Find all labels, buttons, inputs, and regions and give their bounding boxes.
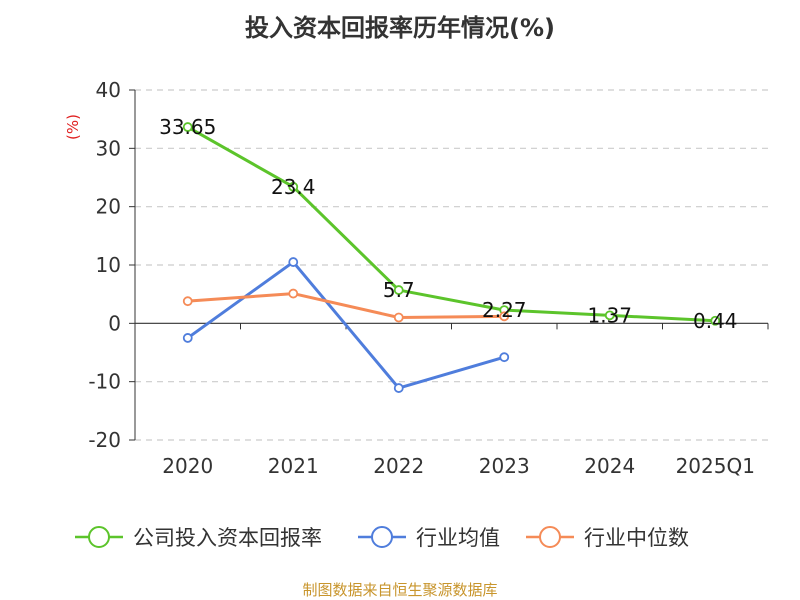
data-label: 33.65 bbox=[159, 115, 216, 139]
legend-marker bbox=[88, 526, 110, 548]
data-label: 0.44 bbox=[693, 309, 738, 333]
data-point bbox=[182, 122, 193, 132]
data-point bbox=[182, 296, 193, 307]
data-label: 5.7 bbox=[383, 278, 415, 302]
data-point bbox=[499, 352, 510, 363]
legend-label: 公司投入资本回报率 bbox=[133, 526, 322, 550]
data-point bbox=[604, 310, 615, 321]
data-point bbox=[288, 181, 299, 192]
data-labels: 33.65 23.4 5.7 2.27 1.37 0.44 bbox=[159, 115, 737, 333]
data-point bbox=[288, 288, 299, 299]
y-tick-label: 20 bbox=[96, 195, 121, 219]
source-note: 制图数据来自恒生聚源数据库 bbox=[302, 581, 498, 599]
legend-marker bbox=[371, 526, 393, 548]
x-tick-label: 2020 bbox=[162, 454, 213, 478]
grid-lines bbox=[135, 89, 768, 441]
legend-label: 行业均值 bbox=[416, 526, 500, 550]
legend: 公司投入资本回报率 行业均值 行业中位数 bbox=[75, 526, 689, 550]
x-tick-label: 2021 bbox=[268, 454, 319, 478]
series-line bbox=[186, 260, 505, 390]
x-tick-label: 2025Q1 bbox=[676, 454, 755, 478]
y-tick-label: -10 bbox=[88, 370, 121, 394]
series-lines bbox=[182, 122, 721, 393]
axes: 40 30 20 10 0 -10 -20 2020 2021 2022 2023 2024 2025Q… bbox=[64, 78, 769, 478]
chart-title: 投入资本回报率历年情况(%) bbox=[245, 14, 555, 42]
legend-marker bbox=[539, 526, 561, 548]
legend-label: 行业中位数 bbox=[584, 526, 689, 550]
data-point bbox=[499, 311, 510, 322]
data-point bbox=[393, 285, 404, 295]
y-axis-label: (%) bbox=[64, 114, 82, 140]
y-tick-label: 0 bbox=[108, 311, 121, 335]
x-tick-label: 2023 bbox=[479, 454, 530, 478]
x-tick-label: 2024 bbox=[584, 454, 635, 478]
series-line bbox=[187, 125, 716, 323]
y-tick-label: -20 bbox=[88, 428, 121, 452]
y-tick-label: 40 bbox=[96, 78, 121, 102]
data-point bbox=[710, 315, 721, 326]
data-point bbox=[182, 333, 193, 343]
data-label: 23.4 bbox=[271, 175, 316, 199]
y-tick-label: 10 bbox=[96, 253, 121, 277]
x-tick-label: 2022 bbox=[373, 454, 424, 478]
data-point bbox=[288, 257, 299, 267]
y-tick-label: 30 bbox=[96, 136, 121, 160]
data-label: 2.27 bbox=[482, 298, 527, 322]
data-label: 1.37 bbox=[587, 303, 632, 327]
data-point bbox=[393, 383, 404, 393]
data-point bbox=[393, 312, 404, 323]
series-line bbox=[187, 292, 505, 319]
